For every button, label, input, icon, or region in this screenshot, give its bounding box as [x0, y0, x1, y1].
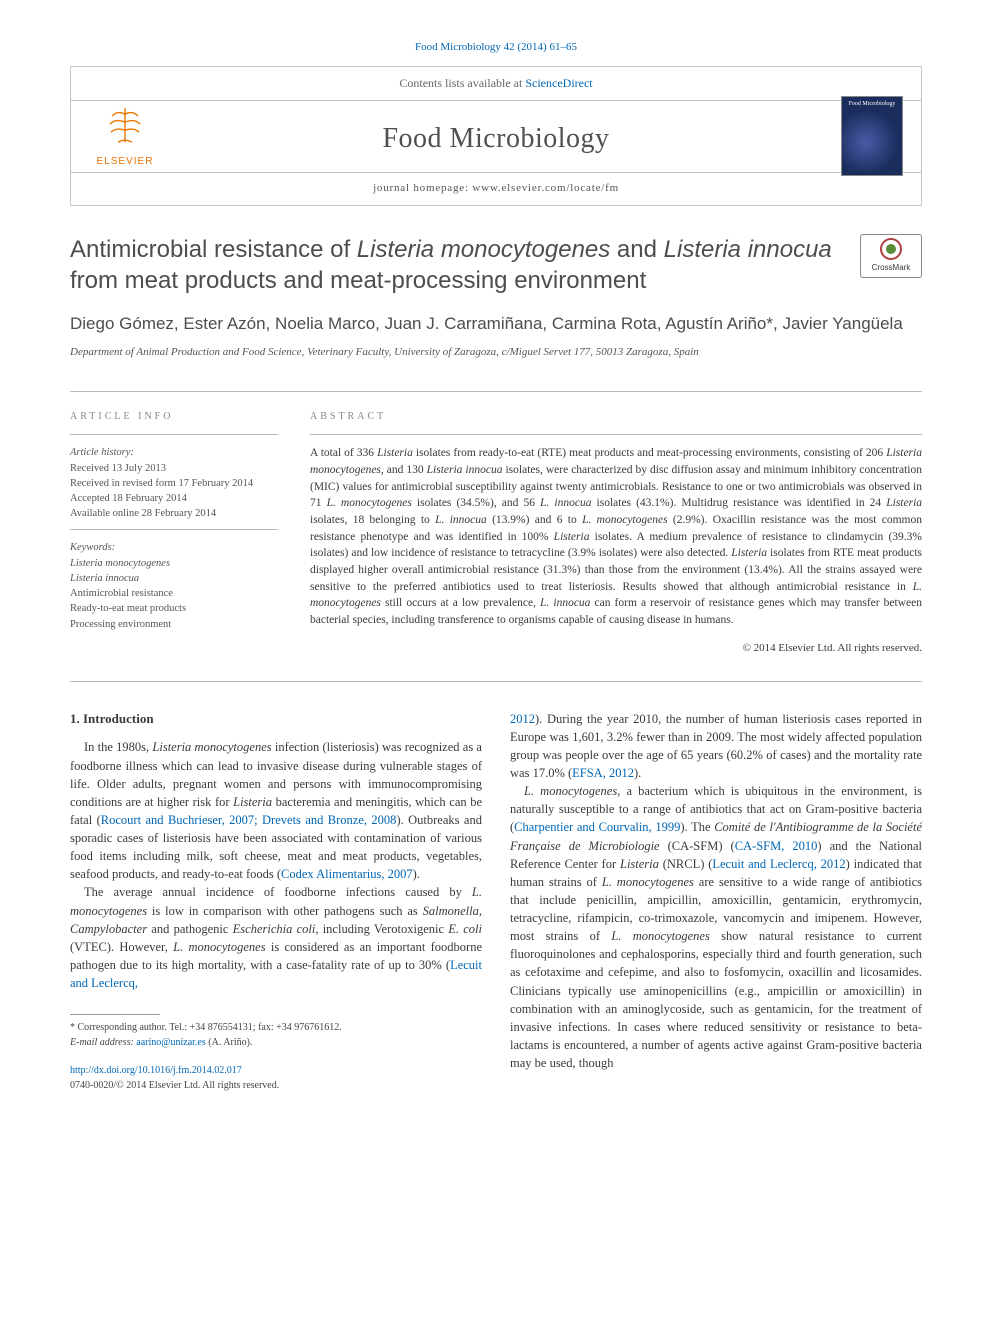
crossmark-icon [880, 238, 902, 260]
article-info-head: ARTICLE INFO [70, 410, 278, 425]
abstract-copyright: © 2014 Elsevier Ltd. All rights reserved… [310, 641, 922, 657]
intro-para-1: In the 1980s, Listeria monocytogenes inf… [70, 738, 482, 883]
crossmark-badge[interactable]: CrossMark [860, 234, 922, 278]
intro-para-3: L. monocytogenes, a bacterium which is u… [510, 782, 922, 1072]
online-date: Available online 28 February 2014 [70, 506, 278, 521]
left-column: 1. Introduction In the 1980s, Listeria m… [70, 710, 482, 1094]
doi-block: http://dx.doi.org/10.1016/j.fm.2014.02.0… [70, 1064, 482, 1093]
affiliation: Department of Animal Production and Food… [70, 345, 922, 373]
abstract-head: ABSTRACT [310, 410, 922, 425]
corresponding-author-note: * Corresponding author. Tel.: +34 876554… [70, 1021, 482, 1036]
keywords-head: Keywords: [70, 540, 278, 555]
intro-head: 1. Introduction [70, 710, 482, 729]
journal-homepage-line: journal homepage: www.elsevier.com/locat… [71, 172, 921, 205]
crossmark-label: CrossMark [872, 262, 911, 274]
keyword: Listeria innocua [70, 571, 278, 586]
keyword: Ready-to-eat meat products [70, 601, 278, 616]
abstract-body: A total of 336 Listeria isolates from re… [310, 445, 922, 628]
doi-link[interactable]: http://dx.doi.org/10.1016/j.fm.2014.02.0… [70, 1064, 482, 1079]
history-head: Article history: [70, 445, 278, 460]
footnote-separator [70, 1014, 160, 1015]
author-email[interactable]: aarino@unizar.es [136, 1037, 205, 1048]
author-list: Diego Gómez, Ester Azón, Noelia Marco, J… [70, 312, 922, 337]
journal-name-row: Food Microbiology [71, 101, 921, 172]
keyword: Processing environment [70, 617, 278, 632]
email-line: E-mail address: aarino@unizar.es (A. Ari… [70, 1036, 482, 1051]
intro-para-2-cont: 2012). During the year 2010, the number … [510, 710, 922, 783]
article-title: Antimicrobial resistance of Listeria mon… [70, 234, 842, 296]
received-date: Received 13 July 2013 [70, 461, 278, 476]
article-info-column: ARTICLE INFO Article history: Received 1… [70, 410, 278, 657]
sciencedirect-link[interactable]: ScienceDirect [525, 76, 592, 90]
journal-name: Food Microbiology [71, 119, 921, 160]
revised-date: Received in revised form 17 February 201… [70, 476, 278, 491]
journal-header-box: ELSEVIER Food Microbiology Contents list… [70, 66, 922, 206]
abstract-column: ABSTRACT A total of 336 Listeria isolate… [310, 410, 922, 657]
intro-para-2: The average annual incidence of foodborn… [70, 883, 482, 992]
contents-list-line: Contents lists available at ScienceDirec… [71, 67, 921, 101]
keyword: Antimicrobial resistance [70, 586, 278, 601]
homepage-url[interactable]: www.elsevier.com/locate/fm [472, 182, 619, 194]
right-column: 2012). During the year 2010, the number … [510, 710, 922, 1094]
citation-line: Food Microbiology 42 (2014) 61–65 [70, 40, 922, 56]
accepted-date: Accepted 18 February 2014 [70, 491, 278, 506]
issn-copyright: 0740-0020/© 2014 Elsevier Ltd. All right… [70, 1079, 482, 1094]
keyword: Listeria monocytogenes [70, 556, 278, 571]
